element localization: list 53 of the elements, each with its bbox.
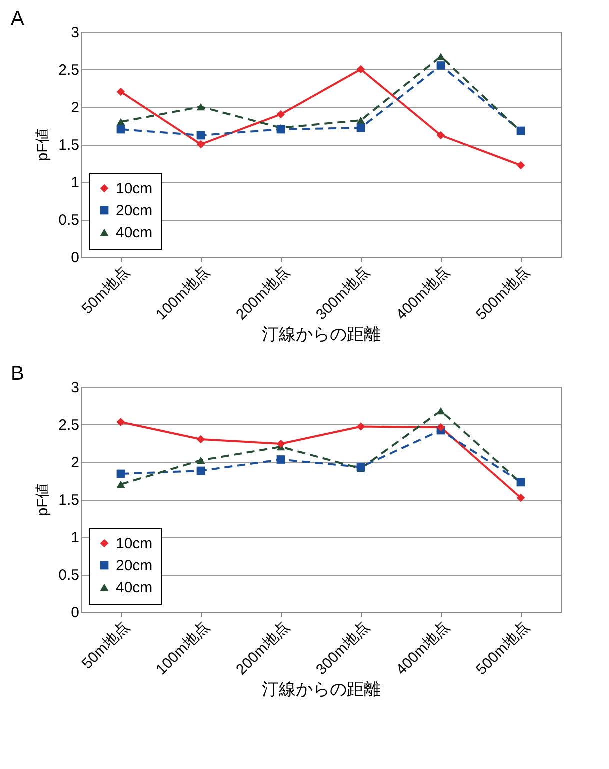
point: [276, 110, 286, 119]
point: [356, 422, 366, 431]
y-tick-label: 1: [71, 174, 80, 192]
point: [356, 116, 366, 124]
point: [356, 65, 366, 74]
point: [516, 494, 526, 502]
point: [436, 423, 446, 432]
y-tick-label: 2.5: [58, 62, 80, 79]
point: [116, 118, 126, 126]
y-tick-label: 0.5: [58, 212, 80, 229]
chart-title: A: [11, 8, 25, 30]
point: [196, 456, 206, 464]
point: [196, 140, 206, 149]
legend-label: 40cm: [116, 580, 153, 596]
legend-label: 40cm: [116, 224, 153, 242]
y-axis-title: pF値: [34, 484, 52, 516]
y-tick-label: 1.5: [58, 492, 80, 509]
point: [436, 407, 446, 415]
y-tick-label: 0: [71, 604, 80, 622]
point: [436, 62, 446, 70]
point: [116, 418, 126, 426]
point: [196, 103, 206, 111]
legend-label: 10cm: [116, 536, 153, 552]
x-tick-label: 50m地点: [78, 264, 133, 318]
y-tick-label: 2.5: [58, 417, 80, 434]
x-axis-title: 汀線からの距離: [262, 324, 381, 344]
point: [196, 435, 206, 444]
y-axis-title: pF値: [34, 128, 52, 162]
point: [436, 131, 446, 140]
y-tick-label: 2: [71, 454, 80, 472]
y-tick-label: 1.5: [58, 137, 80, 154]
point: [516, 161, 526, 170]
y-tick-label: 0.5: [58, 567, 80, 584]
point: [356, 124, 366, 132]
point: [276, 440, 286, 448]
y-tick-label: 3: [71, 24, 80, 42]
y-tick-label: 2: [71, 100, 80, 116]
legend-label: 20cm: [116, 202, 153, 220]
point: [196, 131, 206, 140]
legend-label: 10cm: [116, 180, 153, 198]
point: [196, 466, 206, 476]
y-tick-label: 1: [71, 530, 80, 546]
y-tick-label: 3: [71, 380, 80, 396]
point: [116, 480, 126, 488]
x-tick-label: 50m地点: [78, 618, 133, 673]
point: [116, 470, 126, 478]
point: [116, 88, 126, 96]
x-axis-title: 汀線からの距離: [262, 680, 381, 699]
legend-label: 20cm: [116, 558, 153, 574]
point: [116, 125, 126, 134]
chart-title: B: [11, 363, 24, 385]
point: [276, 456, 286, 464]
y-tick-label: 0: [71, 250, 80, 266]
